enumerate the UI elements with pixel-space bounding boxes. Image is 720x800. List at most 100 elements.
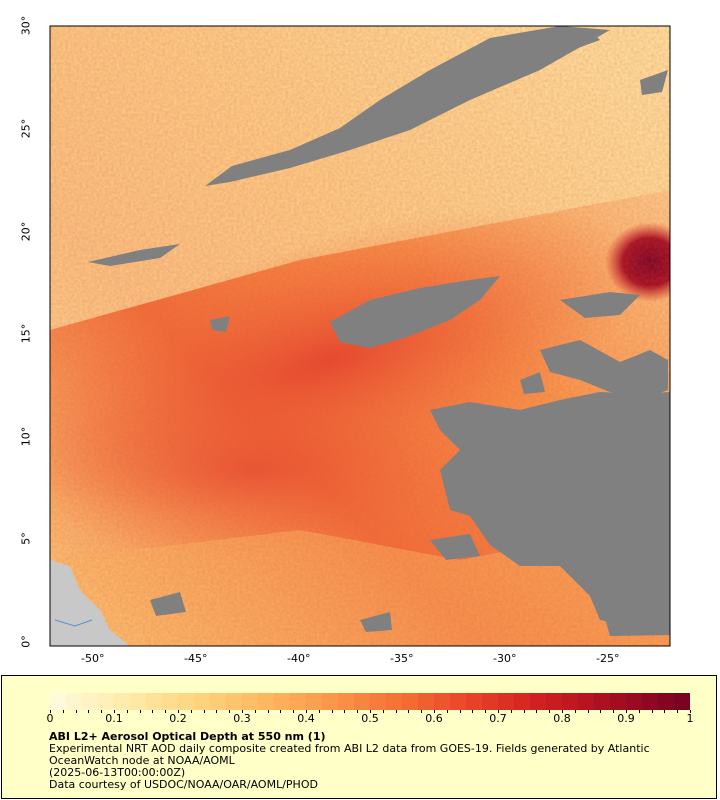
colorbar-swatch [578, 693, 594, 710]
x-tick-label: -25° [596, 652, 620, 665]
colorbar-swatch [178, 693, 194, 710]
colorbar-swatch [290, 693, 306, 710]
colorbar-swatch [466, 693, 482, 710]
colorbar-minor-tick [101, 710, 103, 713]
colorbar-swatch [402, 693, 418, 710]
colorbar-swatch [370, 693, 386, 710]
colorbar-swatch [98, 693, 114, 710]
colorbar [50, 693, 690, 710]
colorbar-minor-tick [549, 710, 551, 713]
colorbar-minor-tick [574, 710, 576, 713]
legend-credit: Data courtesy of USDOC/NOAA/OAR/AOML/PHO… [49, 778, 318, 791]
colorbar-minor-tick [139, 710, 141, 713]
no-data-areas [88, 26, 670, 636]
colorbar-swatch [658, 693, 674, 710]
colorbar-minor-tick [498, 710, 499, 713]
colorbar-tick-label: 0.1 [105, 712, 123, 725]
x-tick-label: -40° [287, 652, 311, 665]
colorbar-minor-tick [587, 710, 589, 713]
colorbar-swatch [146, 693, 162, 710]
colorbar-swatch [450, 693, 466, 710]
colorbar-tick-label: 0.7 [489, 712, 507, 725]
colorbar-swatch [242, 693, 258, 710]
colorbar-swatch [66, 693, 82, 710]
colorbar-minor-tick [562, 710, 563, 713]
legend-title: ABI L2+ Aerosol Optical Depth at 550 nm … [49, 730, 326, 743]
colorbar-minor-tick [114, 710, 115, 713]
colorbar-swatch [610, 693, 626, 710]
colorbar-minor-tick [280, 710, 282, 713]
legend-description: Experimental NRT AOD daily composite cre… [49, 742, 650, 767]
colorbar-swatch [418, 693, 434, 710]
x-tick-label: -45° [184, 652, 208, 665]
colorbar-minor-tick [178, 710, 179, 713]
colorbar-minor-tick [421, 710, 423, 713]
colorbar-swatch [162, 693, 178, 710]
colorbar-swatch [82, 693, 98, 710]
colorbar-swatch [386, 693, 402, 710]
colorbar-minor-tick [690, 710, 691, 713]
y-tick-label: 30° [19, 15, 33, 36]
colorbar-swatch [498, 693, 514, 710]
colorbar-swatch [530, 693, 546, 710]
colorbar-tick-label: 0.4 [297, 712, 315, 725]
colorbar-minor-tick [613, 710, 615, 713]
colorbar-minor-tick [459, 710, 461, 713]
colorbar-minor-tick [382, 710, 384, 713]
colorbar-minor-tick [446, 710, 448, 713]
colorbar-minor-tick [88, 710, 90, 713]
colorbar-minor-tick [306, 710, 307, 713]
colorbar-minor-tick [485, 710, 487, 713]
aod-map[interactable] [0, 0, 720, 672]
y-tick-label: 25° [19, 118, 33, 139]
colorbar-swatch [194, 693, 210, 710]
colorbar-minor-tick [344, 710, 346, 713]
colorbar-tick-label: 0.6 [425, 712, 443, 725]
colorbar-minor-tick [152, 710, 154, 713]
y-tick-label: 15° [19, 323, 33, 344]
colorbar-tick-label: 1 [686, 712, 694, 725]
colorbar-swatch [674, 693, 690, 710]
colorbar-swatch [50, 693, 66, 710]
colorbar-tick-label: 0 [46, 712, 54, 725]
colorbar-swatch [594, 693, 610, 710]
colorbar-minor-tick [472, 710, 474, 713]
colorbar-tick-label: 0.2 [169, 712, 187, 725]
colorbar-minor-tick [523, 710, 525, 713]
map-frame: 30° 25° 20° 15° 10° 5° 0° -50° -45° -40°… [0, 0, 720, 672]
colorbar-minor-tick [62, 710, 64, 713]
colorbar-tick-label: 0.5 [361, 712, 379, 725]
colorbar-minor-tick [126, 710, 128, 713]
legend-date: (2025-06-13T00:00:00Z) [49, 766, 186, 779]
colorbar-minor-tick [408, 710, 410, 713]
aod-field [50, 26, 670, 646]
colorbar-minor-tick [510, 710, 512, 713]
colorbar-swatch [338, 693, 354, 710]
colorbar-minor-tick [50, 710, 51, 713]
colorbar-swatch [642, 693, 658, 710]
colorbar-swatch [226, 693, 242, 710]
colorbar-minor-tick [651, 710, 653, 713]
colorbar-swatch [210, 693, 226, 710]
colorbar-tick-label: 0.8 [553, 712, 571, 725]
colorbar-minor-tick [229, 710, 231, 713]
legend-text: ABI L2+ Aerosol Optical Depth at 550 nm … [49, 731, 709, 791]
colorbar-swatch [130, 693, 146, 710]
colorbar-swatch [546, 693, 562, 710]
colorbar-swatch [514, 693, 530, 710]
colorbar-minor-tick [357, 710, 359, 713]
y-tick-label: 10° [19, 426, 33, 447]
colorbar-swatch [482, 693, 498, 710]
colorbar-minor-tick [293, 710, 295, 713]
y-tick-label: 0° [19, 635, 33, 648]
colorbar-minor-tick [267, 710, 269, 713]
x-tick-label: -50° [81, 652, 105, 665]
colorbar-minor-tick [165, 710, 167, 713]
y-tick-label: 20° [19, 221, 33, 242]
colorbar-minor-tick [626, 710, 627, 713]
colorbar-swatch [322, 693, 338, 710]
colorbar-minor-tick [395, 710, 397, 713]
legend-panel: 0 0.1 0.2 0.3 0.4 0.5 0.6 0.7 0.8 0.9 1 ABI L2+ Ae… [1, 675, 717, 799]
colorbar-swatch [306, 693, 322, 710]
colorbar-minor-tick [638, 710, 640, 713]
